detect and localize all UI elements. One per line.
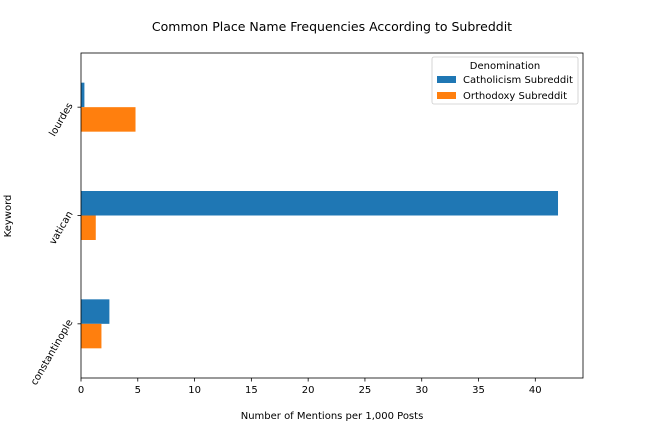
x-tick-label: 25 [359,385,372,396]
x-tick-label: 20 [302,385,315,396]
bar-lourdes-orthodoxy [81,107,136,132]
legend-swatch-orthodoxy [437,92,456,99]
bar-vatican-orthodoxy [81,215,96,240]
bar-constantinople-catholicism [81,299,110,324]
y-axis-label: Keyword [3,195,14,238]
x-tick-label: 0 [78,385,84,396]
x-axis-label: Number of Mentions per 1,000 Posts [241,411,424,422]
y-tick-label-lourdes: lourdes [48,101,76,138]
x-tick-label: 40 [529,385,542,396]
legend-label-catholicism: Catholicism Subreddit [463,75,573,86]
bar-vatican-catholicism [81,191,559,216]
legend-swatch-catholicism [437,76,456,83]
x-tick-label: 35 [472,385,485,396]
x-tick-label: 5 [135,385,141,396]
y-tick-label-constantinople: constantinople [29,318,76,388]
bar-constantinople-orthodoxy [81,323,102,349]
x-tick-label: 10 [188,385,201,396]
chart-title: Common Place Name Frequencies According … [152,19,512,34]
legend-box [431,56,579,105]
legend-label-orthodoxy: Orthodoxy Subreddit [463,91,567,102]
bar-lourdes-catholicism [81,82,85,108]
x-tick-label: 30 [415,385,428,396]
legend: Denomination Catholicism Subreddit Orthodo… [431,56,579,105]
y-tick-label-vatican: vatican [48,210,76,247]
x-tick-label: 15 [245,385,258,396]
legend-title: Denomination [470,61,540,72]
axes-group: 0 5 10 15 20 25 30 35 40 lourdes vatican constantin… [29,52,584,396]
bars-group [81,82,559,349]
